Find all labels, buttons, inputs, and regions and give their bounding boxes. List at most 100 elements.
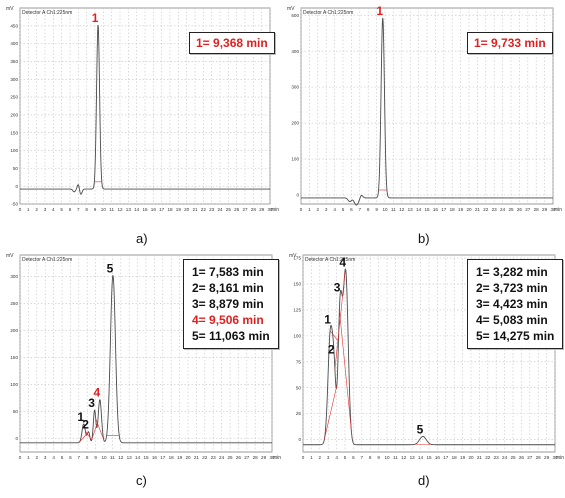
x-tick-label: 0 — [19, 455, 22, 460]
x-tick-label: 4 — [333, 207, 336, 212]
x-tick-label: 27 — [244, 455, 250, 460]
x-tick-label: 21 — [475, 207, 481, 212]
panel-caption-a: a) — [136, 231, 148, 246]
x-tick-label: 29 — [544, 455, 550, 460]
x-tick-label: 30 — [552, 455, 558, 460]
x-tick-label: 4 — [52, 455, 55, 460]
x-tick-label: 0 — [300, 207, 303, 212]
x-tick-label: 20 — [184, 207, 190, 212]
x-tick-label: 8 — [369, 455, 372, 460]
x-tick-label: 19 — [458, 207, 464, 212]
y-tick-label: 25 — [296, 411, 302, 416]
x-tick-label: 4 — [52, 207, 55, 212]
x-tick-label: 7 — [77, 207, 80, 212]
x-tick-label: 11 — [393, 455, 398, 460]
y-tick-label: 150 — [10, 355, 18, 360]
x-tick-label: 30 — [269, 455, 275, 460]
x-tick-label: 1 — [27, 455, 30, 460]
retention-time-line: 5= 14,275 min — [476, 329, 555, 343]
x-tick-label: 27 — [527, 455, 533, 460]
x-tick-label: 25 — [508, 207, 514, 212]
peak-baseline — [95, 418, 105, 441]
y-tick-label: 100 — [10, 148, 18, 153]
y-tick-label: 400 — [10, 41, 18, 46]
x-tick-label: 2 — [36, 455, 39, 460]
x-tick-label: 1 — [27, 207, 30, 212]
y-tick-label: 0 — [298, 437, 301, 442]
x-tick-label: 14 — [418, 455, 424, 460]
x-tick-label: 22 — [483, 207, 489, 212]
x-tick-label: 27 — [242, 207, 248, 212]
x-tick-label: 26 — [519, 455, 525, 460]
x-tick-label: 20 — [468, 455, 474, 460]
x-tick-label: 30 — [550, 207, 556, 212]
retention-time-line: 1= 3,282 min — [476, 265, 548, 279]
x-tick-label: 17 — [443, 455, 449, 460]
y-tick-label: 100 — [10, 382, 18, 387]
y-tick-label: 300 — [10, 274, 18, 279]
x-tick-label: 26 — [234, 207, 240, 212]
x-tick-label: 23 — [209, 207, 215, 212]
x-tick-label: 25 — [226, 207, 232, 212]
x-tick-label: 16 — [151, 207, 157, 212]
peak-label: 3 — [88, 396, 95, 410]
retention-time-box-b: 1= 9,733 min — [467, 32, 553, 54]
retention-time-line: 1= 9,368 min — [196, 36, 268, 50]
x-tick-label: 10 — [384, 455, 390, 460]
x-tick-label: 21 — [192, 207, 198, 212]
x-unit-label: min — [271, 207, 279, 213]
x-tick-label: 5 — [60, 207, 63, 212]
chromatogram-trace — [19, 24, 271, 195]
y-unit-label: mV — [6, 253, 14, 259]
y-tick-label: 175 — [293, 256, 301, 261]
x-tick-label: 5 — [344, 455, 347, 460]
x-tick-label: 28 — [253, 455, 259, 460]
x-tick-label: 13 — [408, 207, 414, 212]
x-tick-label: 17 — [160, 455, 166, 460]
y-tick-label: 200 — [291, 121, 299, 126]
x-tick-label: 25 — [510, 455, 516, 460]
x-tick-label: 21 — [477, 455, 483, 460]
y-tick-label: 250 — [10, 301, 18, 306]
x-tick-label: 9 — [94, 207, 97, 212]
x-tick-label: 11 — [110, 455, 115, 460]
y-tick-label: 250 — [10, 95, 18, 100]
x-tick-label: 2 — [35, 207, 38, 212]
peak-label: 2 — [82, 418, 89, 432]
peak-label: 4 — [339, 256, 346, 270]
x-tick-label: 8 — [367, 207, 370, 212]
x-tick-label: 14 — [135, 455, 141, 460]
x-tick-label: 24 — [217, 207, 223, 212]
x-unit-label: min — [273, 455, 281, 461]
panel-caption-b: b) — [418, 231, 430, 246]
peak-label: 5 — [107, 262, 114, 276]
y-tick-label: 500 — [291, 13, 299, 18]
retention-time-line: 1= 9,733 min — [474, 36, 546, 50]
x-tick-label: 7 — [78, 455, 81, 460]
x-tick-label: 15 — [426, 455, 432, 460]
x-tick-label: 22 — [485, 455, 491, 460]
y-tick-label: 300 — [291, 85, 299, 90]
x-tick-label: 15 — [424, 207, 430, 212]
retention-time-line: 2= 8,161 min — [192, 281, 264, 295]
x-tick-label: 8 — [85, 207, 88, 212]
peak-baseline — [339, 310, 353, 438]
y-tick-label: 200 — [10, 113, 18, 118]
x-tick-label: 23 — [211, 455, 217, 460]
x-tick-label: 26 — [517, 207, 523, 212]
x-tick-label: 18 — [167, 207, 173, 212]
x-tick-label: 18 — [169, 455, 175, 460]
y-tick-label: 125 — [293, 308, 301, 313]
x-tick-label: 16 — [435, 455, 441, 460]
peak-baseline — [91, 421, 99, 441]
retention-time-line: 5= 11,063 min — [192, 329, 270, 343]
detector-label: Detector A Ch1:225nm — [22, 10, 72, 16]
x-tick-label: 9 — [375, 207, 378, 212]
y-tick-label: 350 — [10, 59, 18, 64]
x-tick-label: 19 — [176, 207, 182, 212]
peak-baseline — [329, 330, 339, 342]
x-tick-label: 23 — [492, 207, 498, 212]
x-tick-label: 17 — [441, 207, 447, 212]
x-tick-label: 20 — [185, 455, 191, 460]
x-tick-label: 12 — [399, 207, 405, 212]
